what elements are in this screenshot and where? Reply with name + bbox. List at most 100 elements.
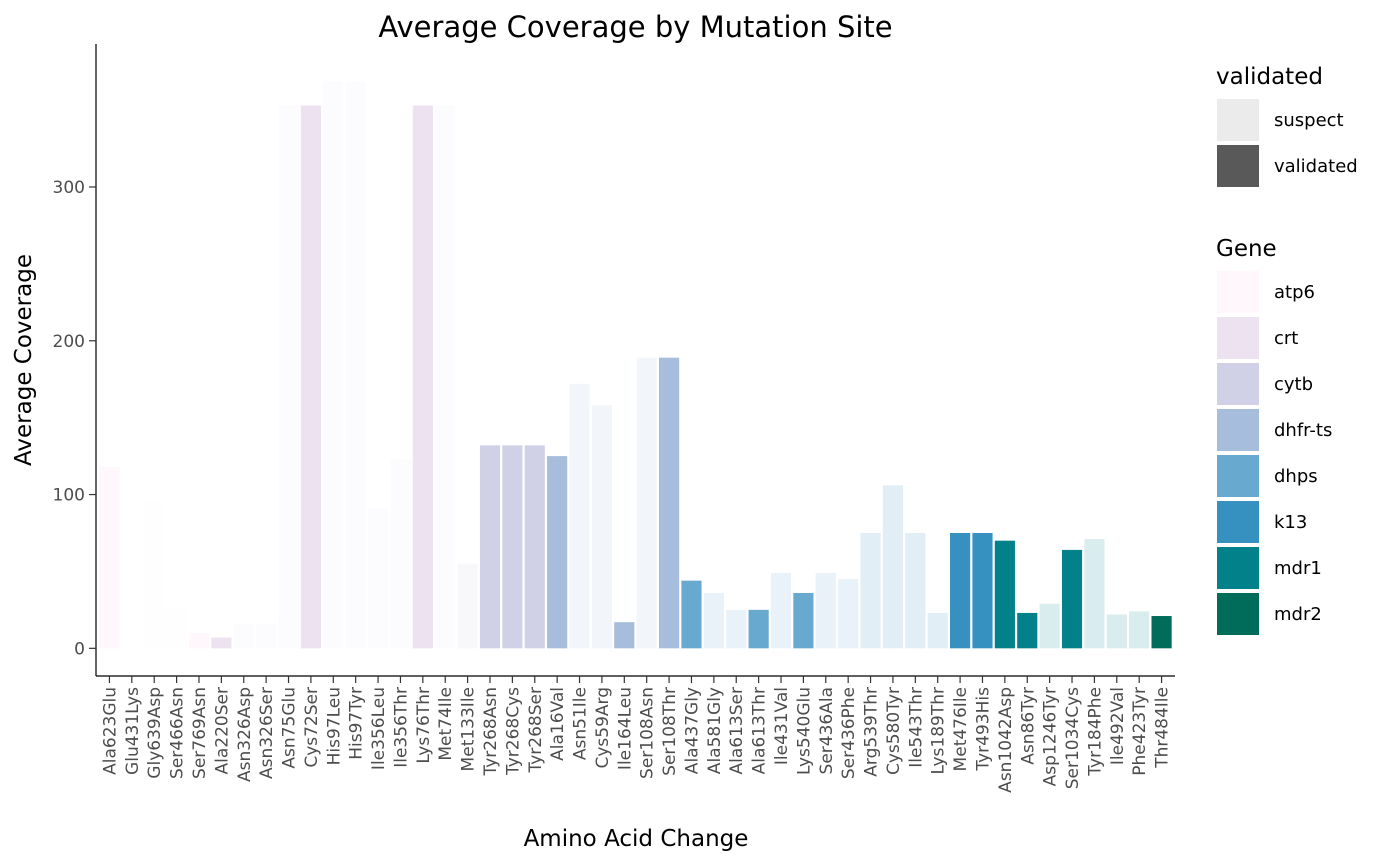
legend-label-dhfr-ts: dhfr-ts <box>1274 419 1333 441</box>
x-tick-label: Lys76Thr <box>414 687 434 764</box>
x-tick-label: Tyr268Asn <box>481 687 501 777</box>
bar-Ala220Ser <box>211 637 232 649</box>
legend-item-dhfr-ts: dhfr-ts <box>1216 407 1396 453</box>
bar-Asn326Ser <box>256 623 277 649</box>
x-tick-label: Ile543Thr <box>906 687 926 768</box>
y-tick-label: 200 <box>53 332 85 352</box>
bar-Ser108Asn <box>636 357 657 649</box>
x-tick-label: Ile431Val <box>772 687 792 765</box>
legend-key-dhfr-ts <box>1216 408 1260 452</box>
x-tick-label: Ser108Asn <box>638 687 658 779</box>
x-tick-label: Lys540Glu <box>794 687 814 775</box>
bar-Ser436Ala <box>815 572 836 649</box>
x-tick-label: Glu431Lys <box>123 687 143 775</box>
bar-Ile492Val <box>1106 614 1127 649</box>
x-tick-label: His97Leu <box>324 687 344 765</box>
x-tick-label: Tyr268Cys <box>503 687 523 776</box>
legend-item-mdr1: mdr1 <box>1216 545 1396 591</box>
bar-Tyr268Cys <box>502 445 523 649</box>
x-tick-label: Ser436Phe <box>839 687 859 779</box>
legend-item-cytb: cytb <box>1216 361 1396 407</box>
bar-Asn51Ile <box>569 383 590 649</box>
legend: validated suspect validated Gene atp6 cr… <box>1216 60 1396 637</box>
legend-item-suspect: suspect <box>1216 97 1396 143</box>
bar-Asp1246Tyr <box>1039 603 1060 649</box>
legend-key-cytb <box>1216 362 1260 406</box>
x-tick-label: Met133Ile <box>459 687 479 771</box>
y-tick-label: 300 <box>53 178 85 198</box>
legend-label-suspect: suspect <box>1274 109 1344 131</box>
x-tick-label: Asn1042Asp <box>996 687 1016 793</box>
legend-key-mdr1 <box>1216 546 1260 590</box>
x-tick-label: Met476Ile <box>951 687 971 771</box>
bar-Met133Ile <box>457 563 478 649</box>
x-tick-label: Ser436Ala <box>817 687 837 774</box>
legend-label-mdr2: mdr2 <box>1274 603 1322 625</box>
bar-Ile356Leu <box>367 508 389 649</box>
x-tick-label: Ile492Val <box>1108 687 1128 765</box>
bar-Lys540Glu <box>793 592 814 649</box>
legend-item-dhps: dhps <box>1216 453 1396 499</box>
bar-Tyr268Ser <box>524 445 545 649</box>
x-tick-label: Asp1246Tyr <box>1041 687 1061 786</box>
x-tick-label: Ala16Val <box>548 687 568 761</box>
y-axis-title: Average Coverage <box>11 254 37 466</box>
bar-Ser108Thr <box>659 357 680 649</box>
bar-Ile356Thr <box>390 459 411 649</box>
bar-Tyr268Asn <box>479 445 501 649</box>
legend-label-mdr1: mdr1 <box>1274 557 1322 579</box>
bar-Met476Ile <box>950 532 971 649</box>
bar-Ser1034Cys <box>1061 549 1083 649</box>
x-tick-label: Asn326Asp <box>235 687 255 782</box>
x-tick-label: Gly639Asp <box>145 687 165 779</box>
x-tick-label: Ile164Leu <box>615 687 635 770</box>
x-tick-label: Ala437Gly <box>682 687 702 774</box>
x-axis-title: Amino Acid Change <box>524 826 749 852</box>
bar-Asn86Tyr <box>1017 612 1038 649</box>
bar-Met74Ile <box>435 105 456 649</box>
chart-title: Average Coverage by Mutation Site <box>378 10 893 44</box>
x-tick-label: Cys59Arg <box>593 687 613 769</box>
legend-item-atp6: atp6 <box>1216 269 1396 315</box>
legend-label-cytb: cytb <box>1274 373 1314 395</box>
legend-key-validated <box>1216 144 1260 188</box>
y-ticks-group: 0 100 200 300 <box>53 178 96 659</box>
bar-Ile164Leu <box>614 622 635 649</box>
legend-item-crt: crt <box>1216 315 1396 361</box>
bar-Asn326Asp <box>233 623 254 649</box>
bar-Ala623Glu <box>99 466 120 649</box>
x-tick-label: Lys189Thr <box>929 687 949 774</box>
x-tick-label: Tyr268Ser <box>526 687 546 773</box>
x-tick-label: Thr484Ile <box>1153 687 1173 769</box>
x-tick-label: Met74Ile <box>436 687 456 761</box>
legend-label-k13: k13 <box>1274 511 1308 533</box>
x-tick-label: Ser466Asn <box>168 687 188 779</box>
bar-Cys59Arg <box>591 405 612 649</box>
x-tick-label: Asn75Glu <box>280 687 300 769</box>
x-tick-label: Ser108Thr <box>660 687 680 776</box>
x-tick-label: Ser1034Cys <box>1063 687 1083 789</box>
x-tick-label: Ala623Glu <box>100 687 120 775</box>
bar-Tyr493His <box>972 532 993 649</box>
x-tick-label: Tyr493His <box>973 687 993 772</box>
legend-key-dhps <box>1216 454 1260 498</box>
x-tick-label: Arg539Thr <box>862 687 882 777</box>
legend-key-crt <box>1216 316 1260 360</box>
bar-His97Tyr <box>345 80 366 649</box>
bar-Asn1042Asp <box>994 540 1015 649</box>
bar-Gly639Asp <box>144 502 165 649</box>
bar-Ala613Ser <box>726 609 747 649</box>
x-tick-label: His97Tyr <box>347 687 367 760</box>
bar-Lys76Thr <box>412 105 433 649</box>
legend-key-atp6 <box>1216 270 1260 314</box>
legend-item-validated: validated <box>1216 143 1396 189</box>
bar-Ala16Val <box>547 456 568 649</box>
bar-Ile431Val <box>770 572 792 649</box>
bar-Ser466Asn <box>166 609 187 649</box>
bar-Lys189Thr <box>927 612 948 649</box>
bar-Ser769Asn <box>188 632 210 649</box>
x-tick-label: Ile356Leu <box>369 687 389 770</box>
x-tick-label: Phe423Tyr <box>1130 687 1150 776</box>
bar-Asn75Glu <box>278 105 299 649</box>
x-tick-label: Asn51Ile <box>571 687 591 760</box>
